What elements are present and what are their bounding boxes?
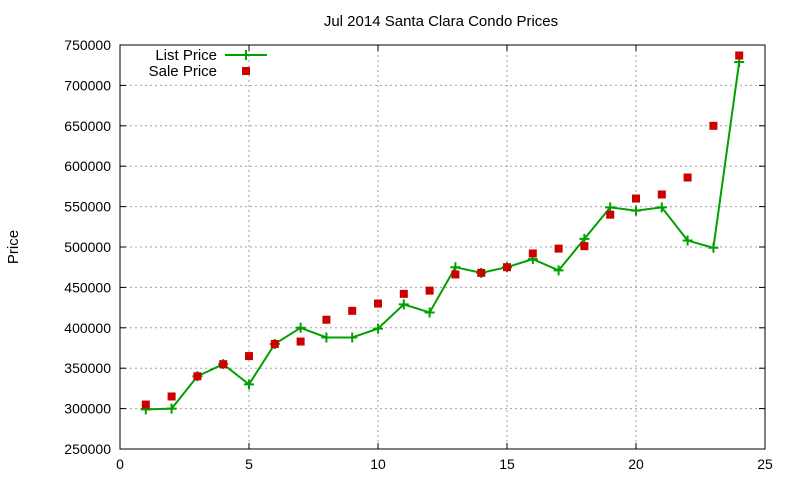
legend-marker-sale-price (242, 67, 250, 75)
y-tick-label: 500000 (64, 239, 111, 255)
sale-price-point (399, 289, 408, 298)
y-tick-label: 350000 (64, 360, 111, 376)
list-price-point (398, 299, 409, 310)
list-price-point (631, 205, 641, 216)
y-tick-label: 600000 (64, 158, 111, 174)
sale-price-point (296, 337, 305, 346)
sale-price-point (580, 242, 589, 251)
sale-price-point (735, 51, 744, 60)
x-tick-label: 20 (628, 456, 644, 472)
sale-price-point (632, 194, 640, 203)
list-price-point (708, 242, 719, 253)
y-tick-label: 550000 (64, 199, 111, 215)
list-price-line (145, 61, 741, 411)
sale-price-point (657, 190, 666, 199)
list-price-point (682, 235, 693, 246)
y-axis-label: Price (5, 230, 22, 264)
list-price-point (244, 379, 254, 390)
sale-price-point (374, 299, 382, 308)
sale-price-point (554, 244, 563, 253)
series (140, 51, 745, 415)
list-price-point (321, 332, 332, 343)
y-tick-label: 650000 (64, 118, 111, 134)
list-price-point (373, 323, 383, 334)
y-tick-label: 300000 (64, 401, 111, 417)
list-price-point (295, 322, 306, 333)
y-tick-label: 400000 (64, 320, 111, 336)
sale-price-point (270, 339, 279, 348)
sale-price-point (451, 270, 460, 279)
sale-price-point (503, 263, 511, 272)
y-tick-label: 450000 (64, 279, 111, 295)
list-price-point (656, 202, 667, 213)
list-price-point (553, 265, 564, 276)
list-price-point (424, 307, 435, 318)
sale-price-point (141, 400, 150, 409)
chart-title: Jul 2014 Santa Clara Condo Prices (324, 13, 558, 30)
sale-price-point (219, 360, 228, 369)
ticks: 0 5 10 15 20 25 250000 300000 350000 400000 450000… (64, 37, 773, 472)
sale-price-point (528, 249, 537, 258)
legend-marker-list-price (241, 50, 251, 60)
sale-price-point (683, 173, 692, 182)
plot-frame (119, 44, 766, 450)
sale-price-point (322, 315, 331, 324)
sale-price-point (245, 352, 253, 361)
sale-price-point (477, 268, 486, 277)
y-tick-label: 750000 (64, 37, 111, 53)
list-price-point (347, 332, 358, 343)
legend-label-sale-price: Sale Price (149, 63, 217, 80)
x-tick-label: 0 (116, 456, 124, 472)
sale-price-point (709, 121, 718, 130)
legend-label-list-price: List Price (155, 47, 217, 64)
x-tick-label: 10 (370, 456, 386, 472)
grid (120, 45, 765, 449)
x-tick-label: 25 (757, 456, 773, 472)
sale-price-point (167, 392, 176, 401)
y-tick-label: 250000 (64, 441, 111, 457)
sale-price-point (606, 210, 615, 219)
y-tick-label: 700000 (64, 77, 111, 93)
sale-price-point (348, 306, 357, 315)
x-tick-label: 15 (499, 456, 515, 472)
list-price-point (166, 403, 177, 414)
sale-price-point (425, 286, 434, 295)
legend: List Price Sale Price (149, 47, 267, 80)
sale-price-point (193, 372, 202, 381)
x-tick-label: 5 (245, 456, 253, 472)
